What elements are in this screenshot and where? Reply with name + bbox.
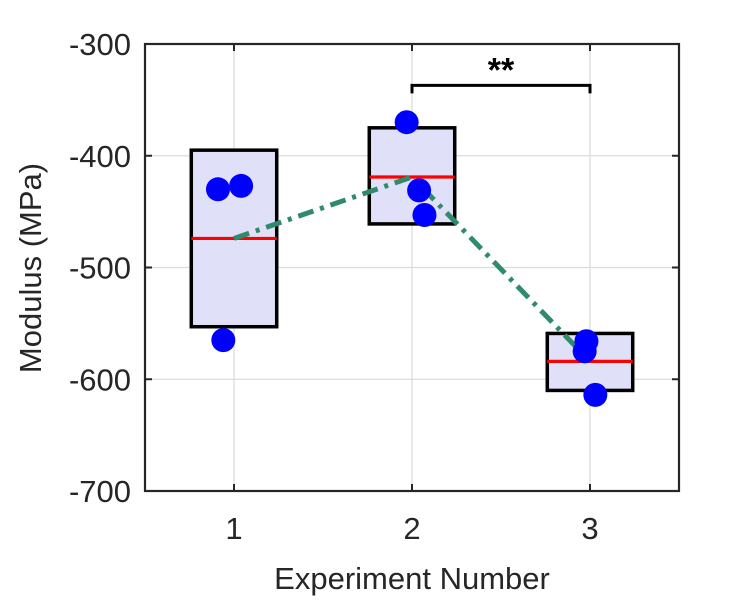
y-tick-label-1: -600 xyxy=(69,362,131,397)
x-tick-label-1: 1 xyxy=(225,511,242,546)
y-tick-label-4: -300 xyxy=(69,27,131,62)
significance-annotations: ** xyxy=(410,51,592,94)
y-axis-title: Modulus (MPa) xyxy=(13,163,48,373)
data-point-2 xyxy=(229,173,254,198)
y-tick-label-0: -700 xyxy=(69,474,131,509)
data-point-6 xyxy=(412,202,437,227)
data-point-5 xyxy=(407,178,432,203)
data-point-8 xyxy=(574,329,599,354)
x-axis-title: Experiment Number xyxy=(274,561,550,596)
data-points xyxy=(205,110,608,407)
x-tick-label-2: 2 xyxy=(403,511,420,546)
data-point-1 xyxy=(205,177,230,202)
significance-label-1: ** xyxy=(488,51,515,89)
y-tick-label-2: -500 xyxy=(69,251,131,286)
significance-bracket-1 xyxy=(410,83,592,94)
data-point-9 xyxy=(583,382,608,407)
data-point-3 xyxy=(211,328,236,353)
axes: 1 2 3 -700 -600 -500 -400 -300 xyxy=(69,27,681,546)
y-tick-label-3: -400 xyxy=(69,139,131,174)
data-point-4 xyxy=(394,110,419,135)
x-tick-label-3: 3 xyxy=(581,511,598,546)
